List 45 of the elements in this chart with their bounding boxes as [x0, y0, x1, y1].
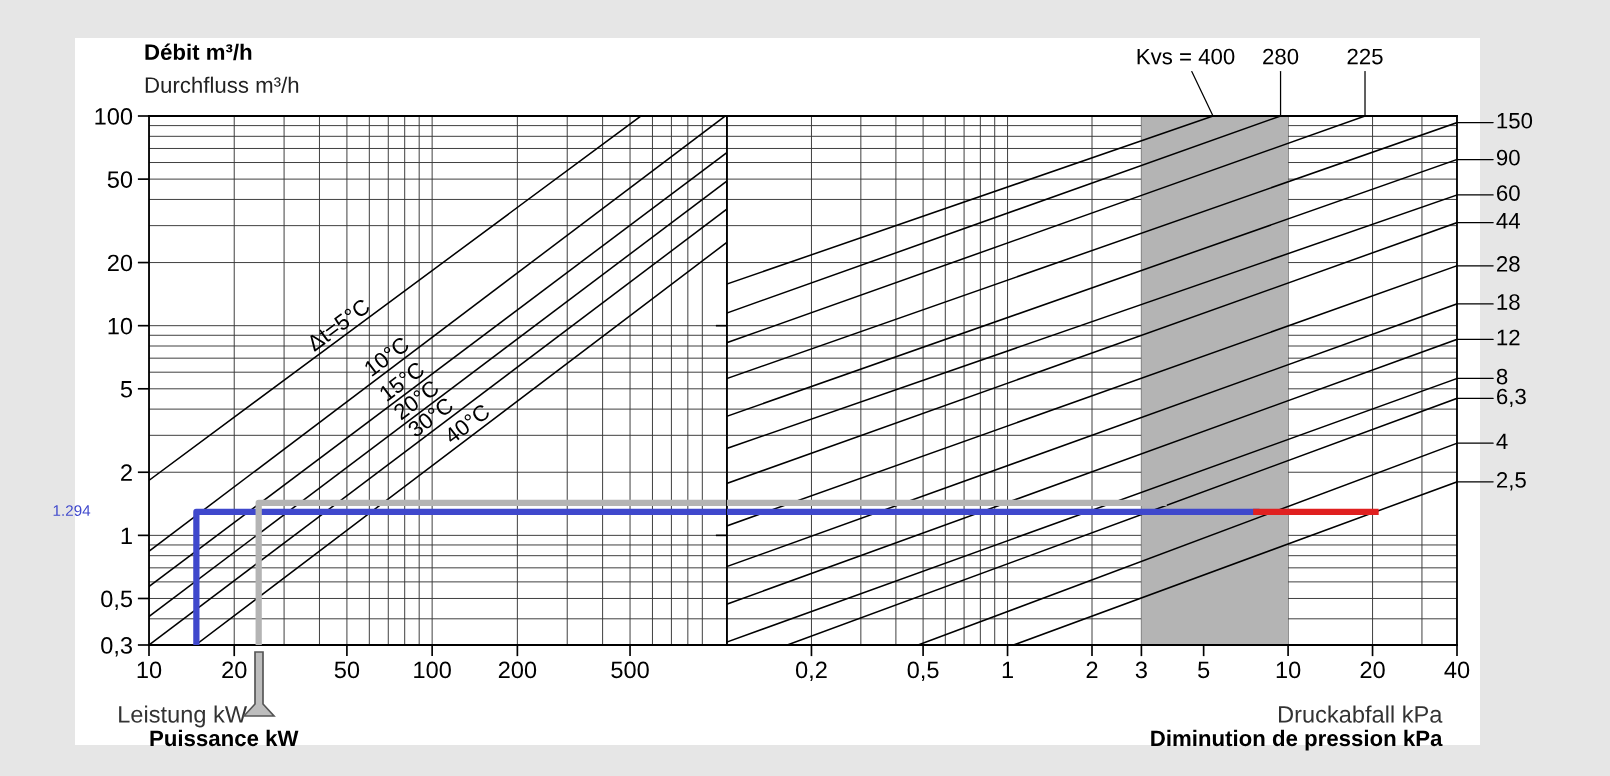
x-tick-label: 50 [334, 661, 360, 679]
x-tick-label: 20 [222, 661, 247, 679]
y-tick-label: 20 [107, 254, 133, 272]
legend-label: 8 [1496, 368, 1508, 385]
y-tick-label: 100 [95, 108, 133, 125]
legend-label: 150 [1497, 112, 1533, 129]
y-tick-label: 1 [121, 527, 132, 544]
x-axis-title: Leistung kW [119, 705, 248, 728]
y-tick-label: 0,5 [101, 590, 133, 611]
legend-label: 18 [1497, 294, 1520, 310]
x-tick-label: 10 [1276, 661, 1301, 679]
legend-label: 4 [1496, 433, 1508, 449]
text: 225 [1347, 48, 1383, 65]
text: Diminution de pression kPa [1151, 729, 1443, 751]
text: Puissance kW [150, 729, 299, 747]
y-tick-label: 50 [107, 171, 133, 188]
legend-label: 60 [1497, 185, 1520, 201]
x-tick-label: 0,5 [907, 661, 939, 682]
legend-label: 28 [1497, 256, 1520, 272]
chart-title: Débit m³/h [145, 43, 252, 61]
x-tick-label: 200 [498, 661, 537, 679]
text: 1.294 [53, 505, 91, 516]
x-tick-label: 5 [1198, 661, 1210, 679]
chart-subtitle: Durchfluss m³/h [145, 76, 299, 93]
x-tick-label: 500 [611, 661, 649, 679]
x-tick-label: 100 [414, 661, 451, 679]
legend-label: 12 [1497, 329, 1520, 346]
legend-label: 44 [1496, 213, 1520, 229]
x-tick-label: 0,2 [795, 661, 827, 682]
text: 280 [1263, 48, 1299, 65]
x-tick-label: 3 [1135, 661, 1147, 679]
y-tick-label: 10 [108, 317, 133, 335]
x-tick-label: 2 [1086, 661, 1098, 679]
x-tick-label: 20 [1360, 661, 1385, 679]
legend-label: 90 [1496, 149, 1520, 166]
x-tick-label: 1 [1002, 661, 1013, 679]
y-tick-label: 5 [120, 381, 133, 398]
legend-label: 2,5 [1497, 472, 1526, 491]
x-axis-title: Druckabfall kPa [1279, 705, 1443, 723]
y-tick-label: 2 [121, 464, 132, 481]
x-tick-label: 10 [137, 661, 162, 679]
legend-label: 6,3 [1497, 388, 1526, 407]
y-tick-label: 0,3 [101, 637, 132, 657]
x-tick-label: 40 [1444, 661, 1470, 679]
text: Kvs = 400 [1137, 48, 1235, 65]
